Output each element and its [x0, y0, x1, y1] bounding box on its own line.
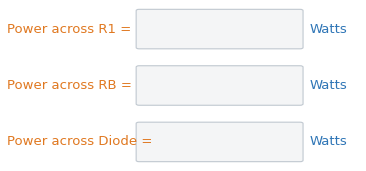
Text: Power across Diode =: Power across Diode = — [7, 135, 153, 148]
Text: Watts: Watts — [309, 79, 347, 92]
FancyBboxPatch shape — [136, 66, 303, 105]
Text: Power across R1 =: Power across R1 = — [7, 23, 131, 36]
Text: Watts: Watts — [309, 135, 347, 148]
FancyBboxPatch shape — [136, 9, 303, 49]
Text: Power across RB =: Power across RB = — [7, 79, 132, 92]
FancyBboxPatch shape — [136, 122, 303, 162]
Text: Watts: Watts — [309, 23, 347, 36]
